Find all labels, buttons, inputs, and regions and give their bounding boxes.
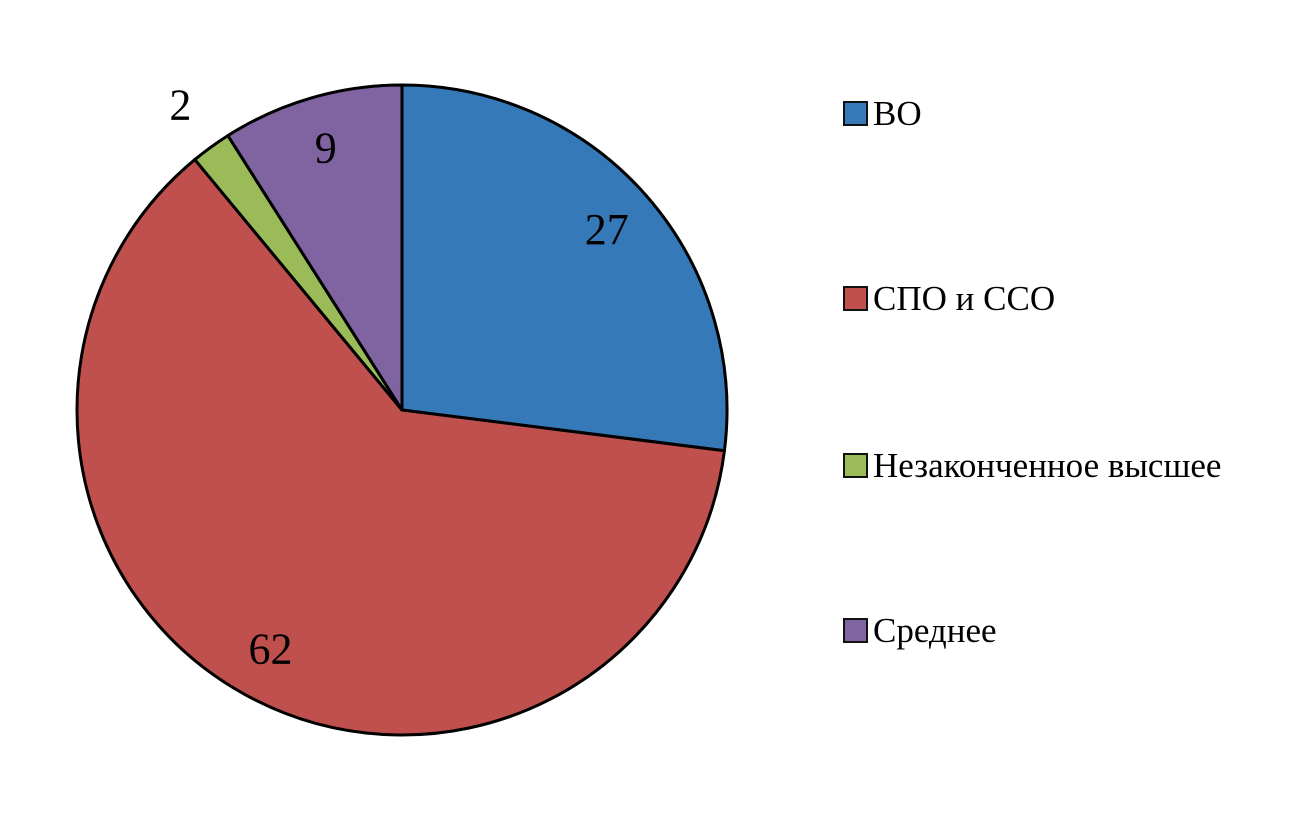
slice-value-label-1: 62 (249, 625, 293, 674)
legend-item-srednee: Среднее (843, 613, 997, 648)
pie-slice-1 (75, 158, 726, 737)
legend-item-spo-sso: СПО и ССО (843, 281, 1055, 316)
legend-label: ВО (873, 94, 922, 133)
pie-slice-0 (400, 83, 729, 453)
legend-swatch (843, 101, 868, 126)
slice-value-label-3: 9 (315, 123, 337, 172)
chart-legend: ВО СПО и ССО Незаконченное высшее Средне… (843, 0, 1283, 830)
slice-value-label-2: 2 (169, 81, 191, 130)
legend-swatch (843, 286, 868, 311)
legend-swatch (843, 453, 868, 478)
legend-swatch (843, 618, 868, 643)
slice-value-label-0: 27 (585, 205, 629, 254)
legend-label: СПО и ССО (873, 279, 1056, 318)
pie-slice-3 (226, 83, 404, 412)
legend-label: Незаконченное высшее (873, 446, 1222, 485)
legend-label: Среднее (873, 611, 997, 650)
legend-item-nezakonchennoe-vysshee: Незаконченное высшее (843, 448, 1221, 483)
legend-item-vo: ВО (843, 96, 922, 131)
